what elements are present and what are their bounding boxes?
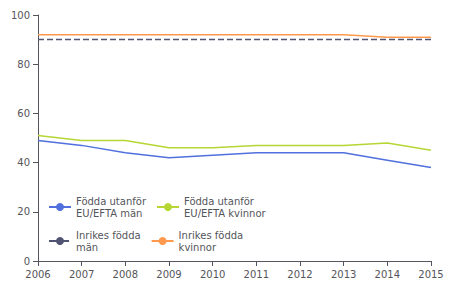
svg-text:Födda utanför: Födda utanför [184, 196, 255, 207]
svg-text:EU/EFTA kvinnor: EU/EFTA kvinnor [184, 208, 267, 219]
svg-text:100: 100 [11, 10, 30, 21]
svg-text:2013: 2013 [331, 269, 356, 280]
svg-text:EU/EFTA män: EU/EFTA män [76, 208, 142, 219]
svg-text:Födda utanför: Födda utanför [76, 196, 147, 207]
svg-text:2014: 2014 [375, 269, 400, 280]
svg-text:2015: 2015 [418, 269, 443, 280]
svg-text:2010: 2010 [200, 269, 225, 280]
svg-text:40: 40 [17, 157, 30, 168]
svg-text:kvinnor: kvinnor [179, 242, 217, 253]
svg-text:60: 60 [17, 108, 30, 119]
svg-text:män: män [76, 242, 98, 253]
svg-text:0: 0 [24, 256, 30, 267]
svg-text:80: 80 [17, 59, 30, 70]
svg-text:Inrikes födda: Inrikes födda [179, 230, 244, 241]
svg-text:Inrikes födda: Inrikes födda [76, 230, 141, 241]
svg-text:20: 20 [17, 206, 30, 217]
svg-text:2008: 2008 [113, 269, 138, 280]
svg-text:2007: 2007 [69, 269, 94, 280]
svg-text:2009: 2009 [156, 269, 181, 280]
svg-text:2006: 2006 [25, 269, 50, 280]
svg-text:2012: 2012 [287, 269, 312, 280]
svg-text:2011: 2011 [244, 269, 269, 280]
